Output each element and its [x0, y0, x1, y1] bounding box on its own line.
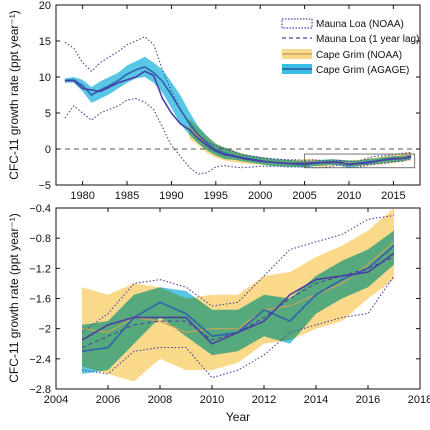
bottom-axes: 2004 2006 2008 2010 2012 2014 2016 2018 −2.8 −2.4…	[29, 203, 430, 406]
legend: Mauna Loa (NOAA) Mauna Loa (1 year lag) …	[281, 18, 419, 76]
bottom-x-tick-label: 2010	[200, 394, 224, 406]
top-x-tick-label: 1985	[115, 190, 139, 202]
bottom-x-tick-label: 2004	[44, 394, 68, 406]
top-panel: 1980 1985 1990 1995 2000 2005 2010 2015 −5 0 5 10 15…	[7, 0, 421, 202]
legend-label-mauna-loa-lag: Mauna Loa (1 year lag)	[316, 34, 419, 45]
bottom-panel: 2004 2006 2008 2010 2012 2014 2016 2018 −2.8 −2.4…	[7, 203, 430, 424]
bottom-x-tick-label: 2008	[148, 394, 172, 406]
top-y-tick-label: 0	[45, 144, 51, 156]
top-y-tick-label: 20	[39, 0, 51, 12]
bottom-y-tick-label: −1.6	[29, 294, 51, 306]
bottom-x-axis-label: Year	[226, 410, 250, 424]
top-x-tick-label: 1980	[70, 190, 94, 202]
top-y-axis-label: CFC-11 growth rate (ppt year⁻¹)	[7, 10, 21, 180]
top-line-mauna-loa-noaa	[64, 70, 412, 166]
top-x-tick-label: 2015	[381, 190, 405, 202]
top-axes: 1980 1985 1990 1995 2000 2005 2010 2015 −5 0 5 10 15…	[38, 0, 421, 202]
legend-swatch-mauna-loa	[281, 18, 313, 29]
bottom-series	[81, 208, 395, 382]
bottom-y-tick-label: −2.4	[29, 354, 51, 366]
top-x-tick-label: 1990	[159, 190, 183, 202]
bottom-x-tick-label: 2014	[304, 394, 328, 406]
top-x-tick-label: 2010	[337, 190, 361, 202]
legend-label-mauna-loa: Mauna Loa (NOAA)	[316, 19, 404, 30]
legend-label-cape-grim-agage: Cape Grim (AGAGE)	[316, 65, 409, 76]
bottom-y-tick-label: −2	[38, 324, 51, 336]
bottom-lower-uncertainty-mauna-loa-noaa	[81, 275, 395, 379]
bottom-band-cape-grim-noaa	[82, 208, 394, 382]
bottom-x-tick-label: 2006	[96, 394, 120, 406]
top-x-tick-label: 1995	[204, 190, 228, 202]
bottom-y-tick-label: −2.8	[29, 384, 51, 396]
bottom-band-cape-grim-agage	[82, 230, 394, 374]
bottom-dashed-mauna-loa-1-year-lag	[81, 256, 395, 348]
top-y-tick-label: 5	[45, 108, 51, 120]
top-y-tick-label: −5	[38, 180, 51, 192]
legend-label-cape-grim-noaa: Cape Grim (NOAA)	[316, 50, 402, 61]
bottom-y-tick-label: −1.2	[29, 263, 51, 275]
top-y-tick-label: 15	[39, 36, 51, 48]
bottom-y-tick-label: −0.4	[29, 203, 51, 215]
top-x-tick-label: 2000	[248, 190, 272, 202]
top-y-tick-label: 10	[39, 72, 51, 84]
top-line-cape-grim-agage	[64, 66, 412, 166]
bottom-upper-uncertainty-mauna-loa-noaa	[81, 214, 395, 333]
bottom-x-tick-label: 2016	[356, 394, 380, 406]
top-highlight-box	[304, 153, 416, 169]
top-plot-frame	[55, 4, 421, 186]
bottom-y-axis-label: CFC-11 growth rate (ppt year⁻¹)	[7, 213, 21, 383]
bottom-x-tick-label: 2018	[408, 394, 430, 406]
bottom-y-tick-label: −0.8	[29, 233, 51, 245]
bottom-x-tick-label: 2012	[252, 394, 276, 406]
top-x-tick-label: 2005	[292, 190, 316, 202]
